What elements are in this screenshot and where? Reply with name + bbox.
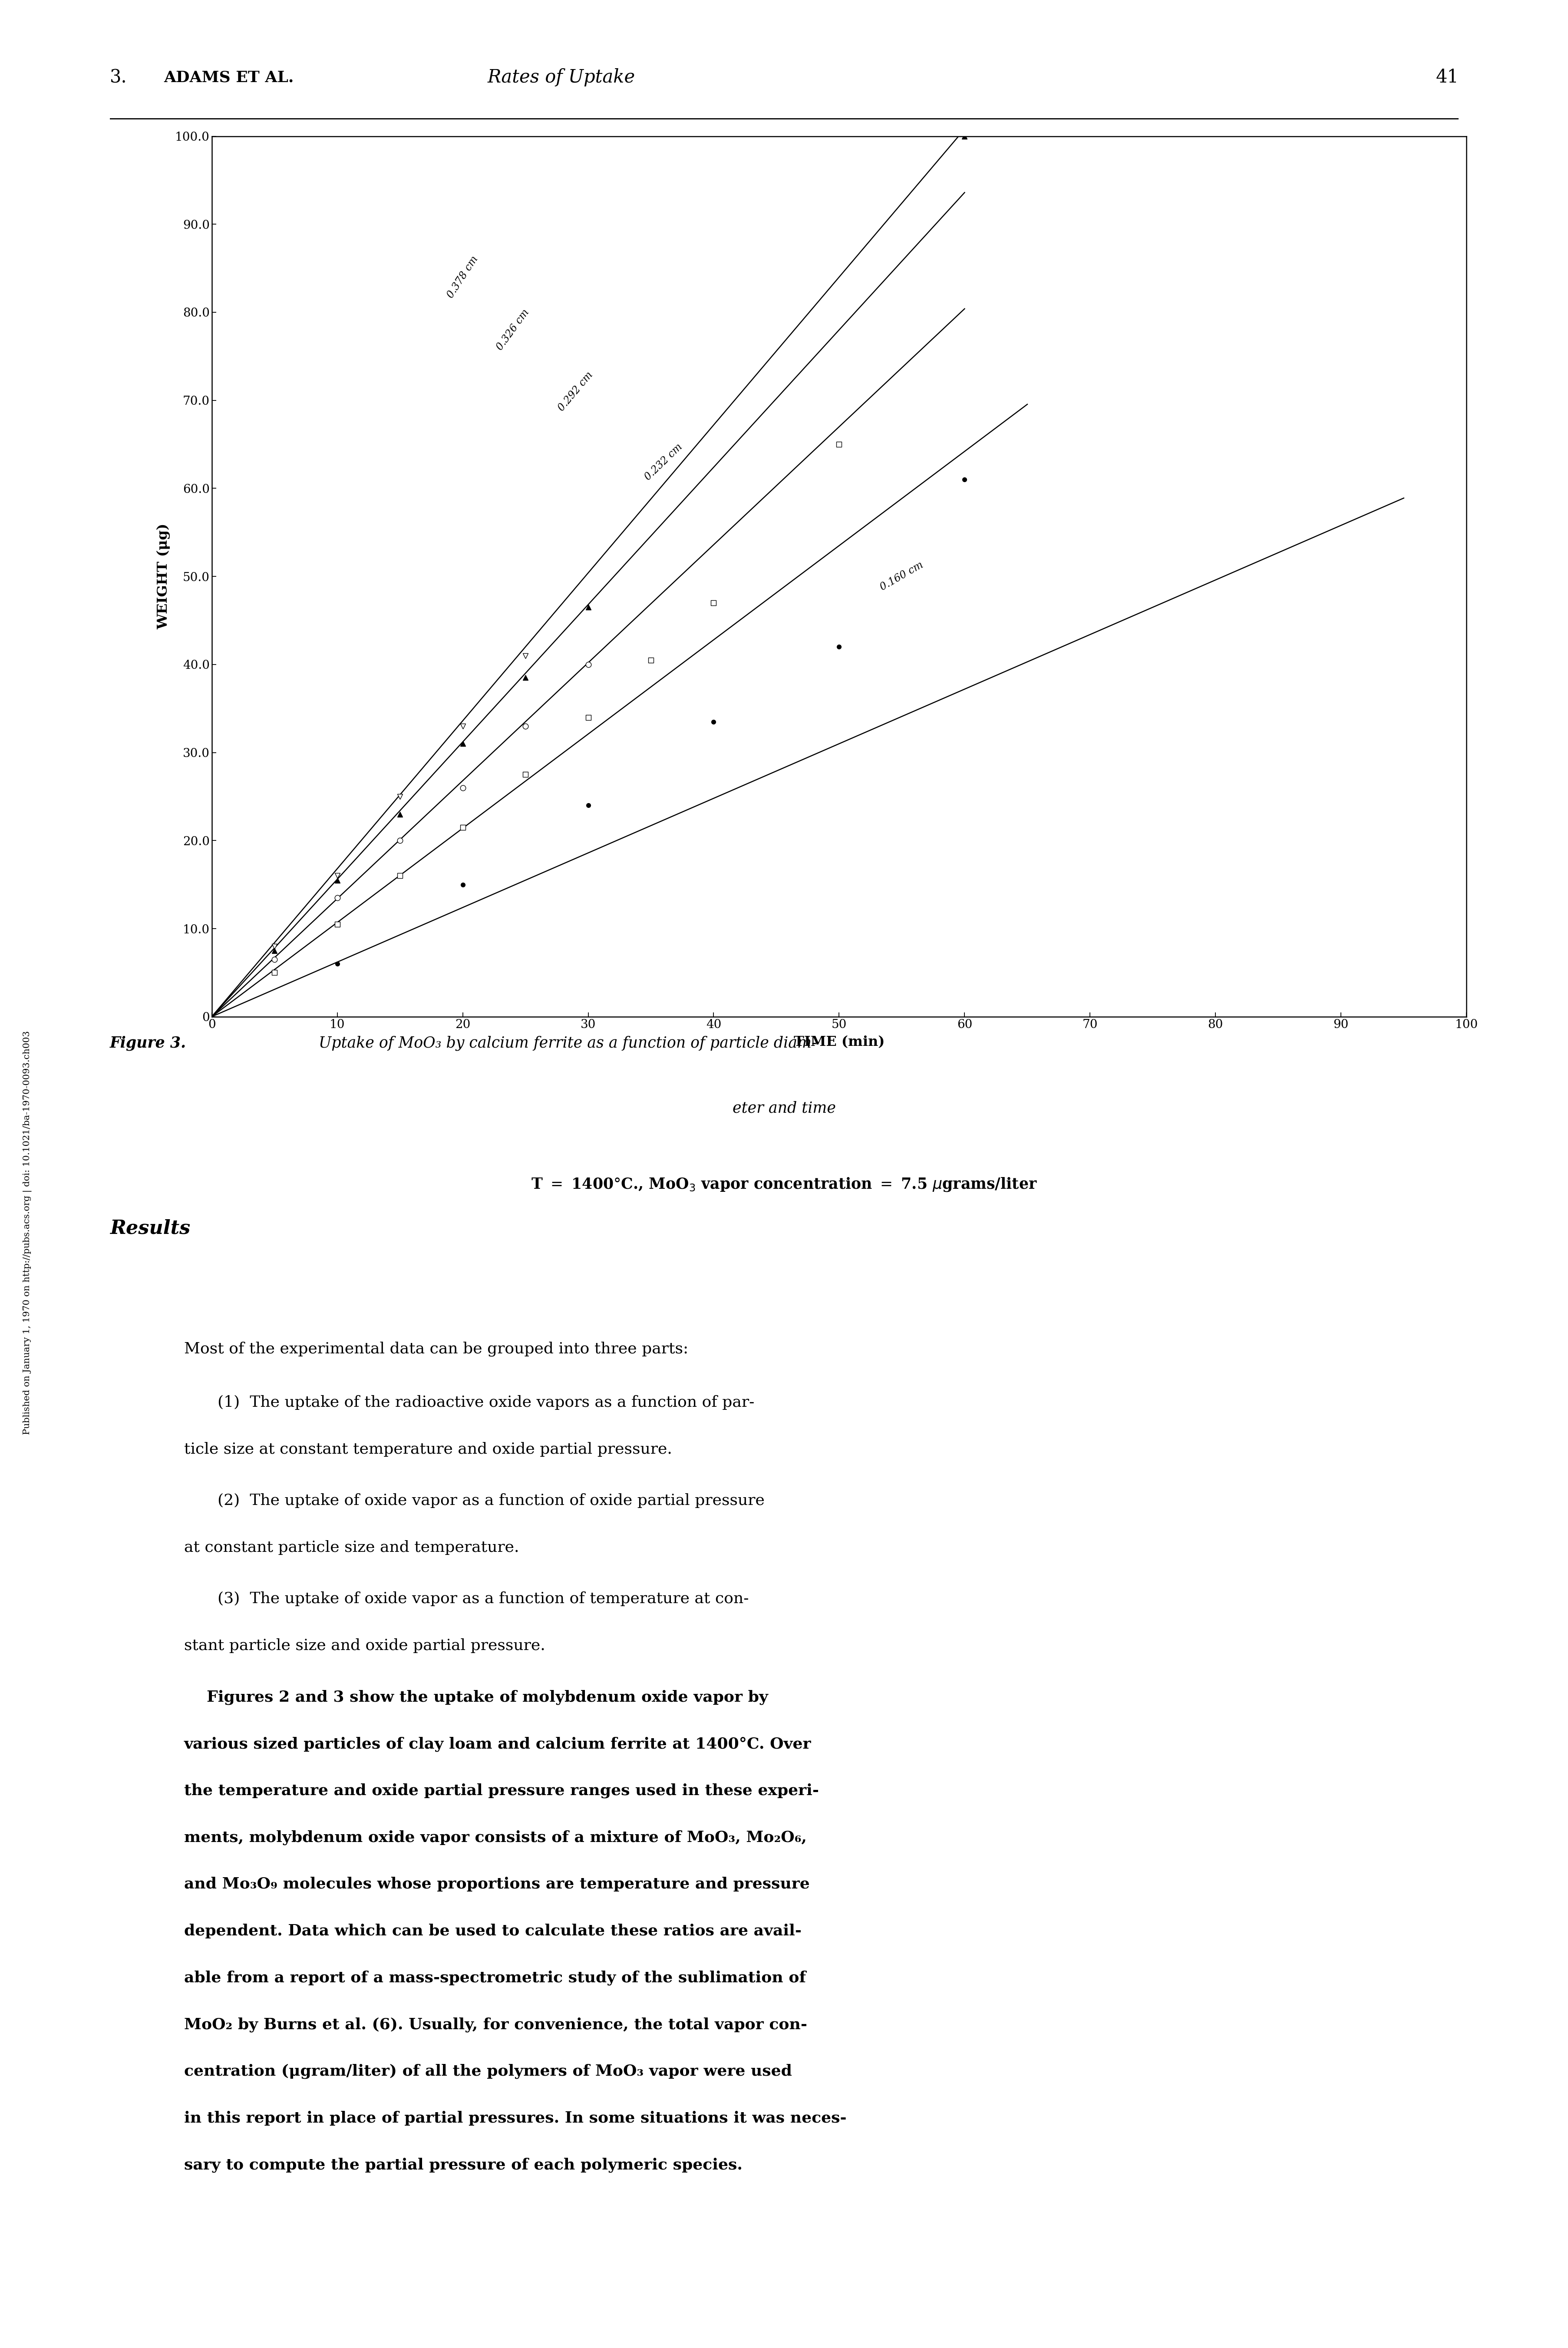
Text: 0.378 cm: 0.378 cm (445, 254, 480, 301)
Text: sary to compute the partial pressure of each polymeric species.: sary to compute the partial pressure of … (183, 2158, 742, 2172)
Text: Published on January 1, 1970 on http://pubs.acs.org | doi: 10.1021/ba-1970-0093.: Published on January 1, 1970 on http://p… (24, 1031, 31, 1435)
Text: dependent. Data which can be used to calculate these ratios are avail-: dependent. Data which can be used to cal… (183, 1923, 801, 1939)
Text: Most of the experimental data can be grouped into three parts:: Most of the experimental data can be gro… (183, 1341, 688, 1357)
Text: ADAMS ET AL.: ADAMS ET AL. (163, 70, 293, 85)
Text: Figure 3.: Figure 3. (110, 1035, 187, 1050)
Text: Rates of Uptake: Rates of Uptake (488, 68, 635, 87)
Text: the temperature and oxide partial pressure ranges used in these experi-: the temperature and oxide partial pressu… (183, 1782, 818, 1799)
Text: at constant particle size and temperature.: at constant particle size and temperatur… (183, 1540, 519, 1554)
Text: Uptake of MoO₃ by calcium ferrite as a function of particle diam-: Uptake of MoO₃ by calcium ferrite as a f… (318, 1035, 817, 1050)
Text: able from a report of a mass-spectrometric study of the sublimation of: able from a report of a mass-spectrometr… (183, 1970, 806, 1986)
X-axis label: TIME (min): TIME (min) (793, 1035, 884, 1050)
Text: centration (μgram/liter) of all the polymers of MoO₃ vapor were used: centration (μgram/liter) of all the poly… (183, 2064, 792, 2078)
Text: and Mo₃O₉ molecules whose proportions are temperature and pressure: and Mo₃O₉ molecules whose proportions ar… (183, 1876, 809, 1892)
Text: 0.232 cm: 0.232 cm (643, 441, 684, 481)
Text: (3)  The uptake of oxide vapor as a function of temperature at con-: (3) The uptake of oxide vapor as a funct… (218, 1592, 750, 1606)
Y-axis label: WEIGHT (μg): WEIGHT (μg) (157, 524, 169, 629)
Text: ments, molybdenum oxide vapor consists of a mixture of MoO₃, Mo₂O₆,: ments, molybdenum oxide vapor consists o… (183, 1829, 806, 1846)
Text: 0.326 cm: 0.326 cm (494, 308, 532, 352)
Text: 0.160 cm: 0.160 cm (878, 561, 925, 592)
Text: stant particle size and oxide partial pressure.: stant particle size and oxide partial pr… (183, 1639, 546, 1653)
Text: Figures 2 and 3 show the uptake of molybdenum oxide vapor by: Figures 2 and 3 show the uptake of molyb… (207, 1691, 768, 1705)
Text: 41: 41 (1435, 68, 1458, 87)
Text: T $=$ 1400$\degree$C., MoO$_3$ vapor concentration $=$ 7.5 $\mu$grams/liter: T $=$ 1400$\degree$C., MoO$_3$ vapor con… (532, 1176, 1036, 1193)
Text: various sized particles of clay loam and calcium ferrite at 1400°C. Over: various sized particles of clay loam and… (183, 1738, 811, 1752)
Text: 0.292 cm: 0.292 cm (557, 371, 594, 413)
Text: ticle size at constant temperature and oxide partial pressure.: ticle size at constant temperature and o… (183, 1442, 671, 1456)
Text: (1)  The uptake of the radioactive oxide vapors as a function of par-: (1) The uptake of the radioactive oxide … (218, 1395, 754, 1409)
Text: (2)  The uptake of oxide vapor as a function of oxide partial pressure: (2) The uptake of oxide vapor as a funct… (218, 1493, 765, 1507)
Text: 3.: 3. (110, 68, 127, 87)
Text: MoO₂ by Burns et al. (6). Usually, for convenience, the total vapor con-: MoO₂ by Burns et al. (6). Usually, for c… (183, 2017, 808, 2031)
Text: eter and time: eter and time (732, 1101, 836, 1115)
Text: Results: Results (110, 1219, 190, 1237)
Text: in this report in place of partial pressures. In some situations it was neces-: in this report in place of partial press… (183, 2111, 847, 2125)
